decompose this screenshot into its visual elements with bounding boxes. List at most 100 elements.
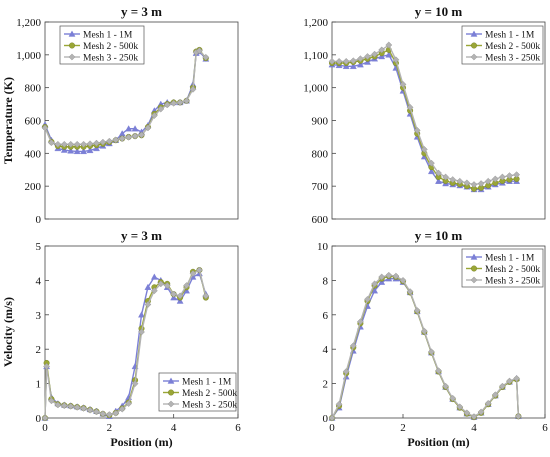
legend-entry: Mesh 1 - 1M [485, 31, 535, 41]
data-point [150, 287, 158, 295]
data-point [463, 179, 471, 187]
data-point [48, 139, 55, 147]
data-point [435, 169, 442, 177]
data-point [413, 126, 421, 134]
y-tick-label: 0 [323, 413, 329, 425]
data-point [157, 105, 165, 113]
legend-entry: Mesh 2 - 500k [485, 42, 540, 52]
panel-title: y = 10 m [415, 228, 463, 243]
legend-marker [167, 377, 175, 384]
series-mesh-3 [41, 47, 210, 148]
y-tick-label: 1,000 [16, 50, 41, 62]
data-point [118, 135, 126, 142]
data-point [170, 99, 178, 107]
data-point [349, 342, 357, 350]
data-point [131, 380, 139, 387]
data-point [335, 58, 343, 65]
data-point [328, 414, 336, 422]
y-tick-label: 600 [25, 116, 42, 128]
legend-entry: Mesh 3 - 250k [83, 54, 138, 64]
legend-marker [470, 30, 478, 37]
data-point [112, 409, 120, 417]
data-point [456, 177, 464, 185]
data-point [427, 167, 435, 175]
data-point [342, 58, 350, 65]
data-point [513, 375, 520, 382]
y-tick-label: 400 [25, 148, 42, 160]
legend-marker [68, 53, 76, 61]
data-point [420, 146, 428, 153]
x-axis-label: Position (m) [110, 435, 172, 449]
data-point [470, 181, 478, 188]
data-point [41, 124, 49, 132]
legend-entry: Mesh 2 - 500k [182, 389, 237, 399]
y-axis-label: Velocity (m/s) [1, 297, 15, 367]
y-tick-label: 200 [25, 181, 42, 193]
data-point [442, 382, 449, 390]
y-tick-label: 900 [312, 116, 329, 128]
data-point [80, 147, 88, 155]
legend-marker [471, 42, 477, 49]
x-tick-label: 0 [42, 422, 48, 434]
chart-panel-4: y = 10 m 0 2 4 6 8 10 0 2 4 6 Position (m) Mesh 1 - … [317, 228, 548, 449]
y-tick-label: 2 [323, 379, 329, 391]
x-tick-label: 0 [329, 422, 335, 434]
data-point [514, 412, 522, 420]
data-point [118, 405, 126, 413]
y-tick-label: 8 [323, 275, 329, 287]
data-point [105, 137, 113, 145]
data-point [138, 328, 145, 336]
data-point [513, 171, 520, 179]
data-point [357, 55, 364, 63]
panel-title: y = 10 m [415, 4, 463, 19]
data-point [449, 176, 457, 183]
panel-title: y = 3 m [121, 228, 162, 243]
series-line [44, 49, 207, 148]
y-tick-label: 3 [36, 310, 42, 322]
data-point [506, 377, 513, 385]
legend-entry: Mesh 3 - 250k [182, 401, 237, 411]
data-point [170, 290, 178, 298]
data-point [491, 175, 499, 183]
data-point [60, 402, 68, 409]
data-point [506, 172, 513, 180]
data-point [125, 125, 133, 132]
data-point [99, 138, 107, 146]
data-point [125, 133, 133, 141]
data-point [196, 266, 203, 274]
data-point [413, 307, 421, 314]
data-point [54, 401, 62, 409]
panel-title: y = 3 m [121, 4, 162, 19]
data-point [131, 125, 139, 132]
data-point [48, 397, 55, 405]
data-point [93, 139, 100, 147]
data-point [385, 271, 393, 279]
legend-marker [471, 265, 477, 272]
data-point [342, 368, 350, 375]
data-point [357, 318, 364, 326]
data-point [86, 146, 94, 154]
y-tick-label: 10 [317, 241, 329, 253]
data-point [378, 273, 386, 281]
data-point [349, 57, 357, 65]
data-point [499, 173, 506, 181]
data-point [157, 280, 165, 288]
data-point [499, 382, 506, 390]
y-tick-label: 1,200 [303, 17, 328, 29]
data-point [138, 311, 145, 318]
data-point [470, 413, 478, 421]
data-point [477, 408, 485, 416]
y-tick-label: 1,200 [16, 17, 41, 29]
data-point [428, 159, 435, 167]
y-tick-label: 4 [36, 275, 42, 287]
data-point [420, 327, 428, 335]
y-tick-label: 1 [36, 379, 42, 391]
data-point [399, 277, 407, 284]
data-point [385, 51, 393, 58]
series-mesh-3 [41, 266, 210, 422]
